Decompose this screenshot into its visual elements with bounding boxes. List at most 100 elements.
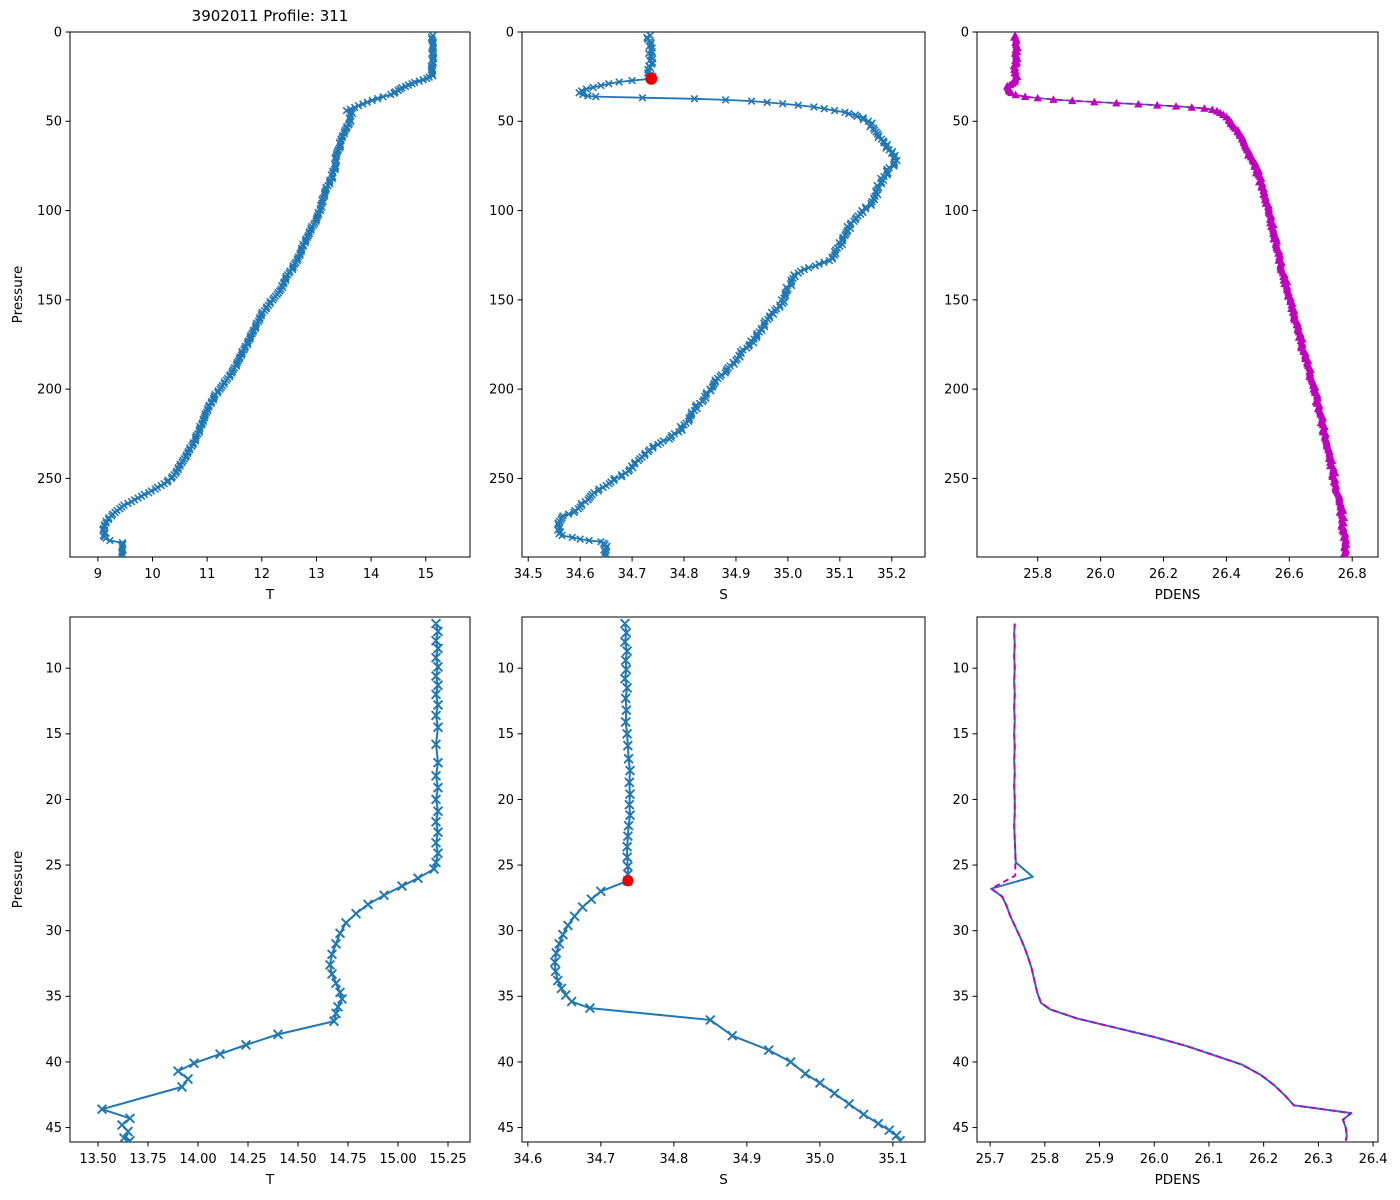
plot-salinity-zoom: 34.6 34.7 34.8 34.9 35.0 35.1 10 15 20 25 30 35 40 45… [497, 616, 926, 1188]
svg-text:0: 0 [506, 25, 514, 40]
svg-text:40: 40 [497, 1055, 514, 1070]
mld-marker [645, 72, 658, 85]
svg-text:45: 45 [45, 1121, 62, 1136]
svg-text:0: 0 [961, 25, 969, 40]
svg-text:100: 100 [489, 204, 514, 219]
svg-text:35.1: 35.1 [825, 567, 854, 582]
svg-text:250: 250 [37, 472, 62, 487]
svg-text:26.4: 26.4 [1212, 567, 1241, 582]
svg-text:35.0: 35.0 [773, 567, 802, 582]
svg-text:13: 13 [308, 567, 325, 582]
svg-text:30: 30 [497, 924, 514, 939]
plot-density-overview: 25.8 26.0 26.2 26.4 26.6 26.8 0 50 100 150 200 250 P… [944, 25, 1379, 603]
svg-text:250: 250 [944, 472, 969, 487]
svg-text:15: 15 [952, 727, 969, 742]
svg-text:34.7: 34.7 [586, 1152, 615, 1167]
svg-text:20: 20 [952, 793, 969, 808]
svg-text:100: 100 [37, 204, 62, 219]
svg-text:34.6: 34.6 [513, 1152, 542, 1167]
svg-text:PDENS: PDENS [1155, 1172, 1201, 1188]
svg-text:25.8: 25.8 [1030, 1152, 1059, 1167]
svg-text:35.1: 35.1 [878, 1152, 907, 1167]
svg-text:26.1: 26.1 [1194, 1152, 1223, 1167]
svg-text:25.8: 25.8 [1023, 567, 1052, 582]
svg-text:25.9: 25.9 [1085, 1152, 1114, 1167]
svg-text:45: 45 [497, 1121, 514, 1136]
svg-text:25.7: 25.7 [976, 1152, 1005, 1167]
svg-text:35: 35 [497, 990, 514, 1005]
svg-text:S: S [719, 587, 728, 603]
svg-text:14.00: 14.00 [179, 1152, 216, 1167]
svg-text:35: 35 [952, 990, 969, 1005]
svg-text:200: 200 [489, 383, 514, 398]
svg-text:35.2: 35.2 [877, 567, 906, 582]
svg-text:14: 14 [363, 567, 380, 582]
svg-text:20: 20 [45, 793, 62, 808]
svg-text:PDENS: PDENS [1155, 587, 1201, 603]
svg-text:Pressure: Pressure [10, 266, 26, 324]
svg-text:9: 9 [94, 567, 102, 582]
svg-text:10: 10 [45, 662, 62, 677]
svg-text:26.0: 26.0 [1140, 1152, 1169, 1167]
svg-text:25: 25 [952, 858, 969, 873]
svg-text:26.4: 26.4 [1359, 1152, 1388, 1167]
svg-text:15.00: 15.00 [379, 1152, 416, 1167]
svg-text:200: 200 [37, 383, 62, 398]
svg-text:S: S [719, 1172, 728, 1188]
svg-text:10: 10 [497, 662, 514, 677]
svg-text:40: 40 [45, 1055, 62, 1070]
svg-text:35: 35 [45, 990, 62, 1005]
svg-text:26.0: 26.0 [1086, 567, 1115, 582]
svg-text:0: 0 [54, 25, 62, 40]
svg-text:34.9: 34.9 [721, 567, 750, 582]
svg-text:13.50: 13.50 [79, 1152, 116, 1167]
svg-text:34.8: 34.8 [659, 1152, 688, 1167]
svg-text:45: 45 [952, 1121, 969, 1136]
svg-text:10: 10 [144, 567, 161, 582]
svg-text:34.9: 34.9 [732, 1152, 761, 1167]
plot-salinity-overview: 34.5 34.6 34.7 34.8 34.9 35.0 35.1 35.2 0 50 100 15… [489, 25, 926, 603]
svg-text:15: 15 [497, 727, 514, 742]
svg-text:34.6: 34.6 [566, 567, 595, 582]
svg-text:14.25: 14.25 [229, 1152, 266, 1167]
svg-text:150: 150 [37, 293, 62, 308]
svg-text:30: 30 [45, 924, 62, 939]
svg-text:150: 150 [944, 293, 969, 308]
plot-density-zoom: 25.7 25.8 25.9 26.0 26.1 26.2 26.3 26.4 10 15 20 25… [952, 616, 1388, 1188]
svg-text:10: 10 [952, 662, 969, 677]
svg-text:26.2: 26.2 [1149, 567, 1178, 582]
svg-text:Pressure: Pressure [10, 851, 26, 909]
svg-text:26.8: 26.8 [1338, 567, 1367, 582]
svg-text:14.50: 14.50 [279, 1152, 316, 1167]
svg-text:20: 20 [497, 793, 514, 808]
mld-marker [622, 875, 634, 887]
svg-text:15: 15 [45, 727, 62, 742]
svg-text:T: T [265, 587, 275, 603]
svg-text:25: 25 [497, 858, 514, 873]
svg-text:100: 100 [944, 204, 969, 219]
svg-text:T: T [265, 1172, 275, 1188]
svg-text:34.8: 34.8 [670, 567, 699, 582]
svg-text:26.2: 26.2 [1249, 1152, 1278, 1167]
svg-text:34.7: 34.7 [618, 567, 647, 582]
svg-text:200: 200 [944, 383, 969, 398]
svg-text:34.5: 34.5 [514, 567, 543, 582]
svg-text:30: 30 [952, 924, 969, 939]
svg-text:12: 12 [254, 567, 271, 582]
svg-text:11: 11 [199, 567, 216, 582]
plot-temperature-zoom: 13.50 13.75 14.00 14.25 14.50 14.75 15.00 15.25… [10, 616, 471, 1188]
svg-text:40: 40 [952, 1055, 969, 1070]
figure-title: 3902011 Profile: 311 [191, 7, 349, 25]
svg-text:35.0: 35.0 [805, 1152, 834, 1167]
svg-text:14.75: 14.75 [329, 1152, 366, 1167]
svg-text:26.6: 26.6 [1275, 567, 1304, 582]
svg-text:50: 50 [952, 115, 969, 130]
svg-text:250: 250 [489, 472, 514, 487]
svg-text:13.75: 13.75 [129, 1152, 166, 1167]
svg-text:50: 50 [45, 115, 62, 130]
svg-text:26.3: 26.3 [1304, 1152, 1333, 1167]
svg-text:50: 50 [497, 115, 514, 130]
